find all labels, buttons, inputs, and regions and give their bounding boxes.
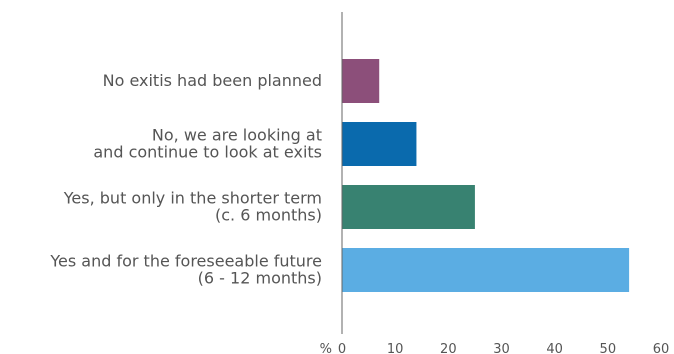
bar xyxy=(342,185,475,229)
x-tick-label: 50 xyxy=(600,342,617,354)
category-label: No, we are looking at and continue to loo… xyxy=(93,126,322,162)
x-unit-label: % xyxy=(320,342,332,354)
x-tick-label: 40 xyxy=(546,342,563,354)
x-tick-label: 60 xyxy=(653,342,670,354)
x-tick-label: 0 xyxy=(338,342,346,354)
x-tick-label: 20 xyxy=(440,342,457,354)
bar xyxy=(342,59,380,103)
category-label: No exitis had been planned xyxy=(103,71,322,90)
x-tick-label: 30 xyxy=(493,342,510,354)
category-labels-group: No exitis had been planned No, we are loo… xyxy=(49,71,322,288)
bars-group xyxy=(342,59,630,292)
bar xyxy=(342,122,417,166)
x-tick-label: 10 xyxy=(387,342,404,354)
bar xyxy=(342,248,630,292)
x-tick-labels-group: 0 10 20 30 40 50 60 xyxy=(338,342,669,354)
category-label: Yes and for the foreseeable future (6 - 1… xyxy=(49,252,322,288)
category-label: Yes, but only in the shorter term (c. 6 m… xyxy=(63,189,322,225)
